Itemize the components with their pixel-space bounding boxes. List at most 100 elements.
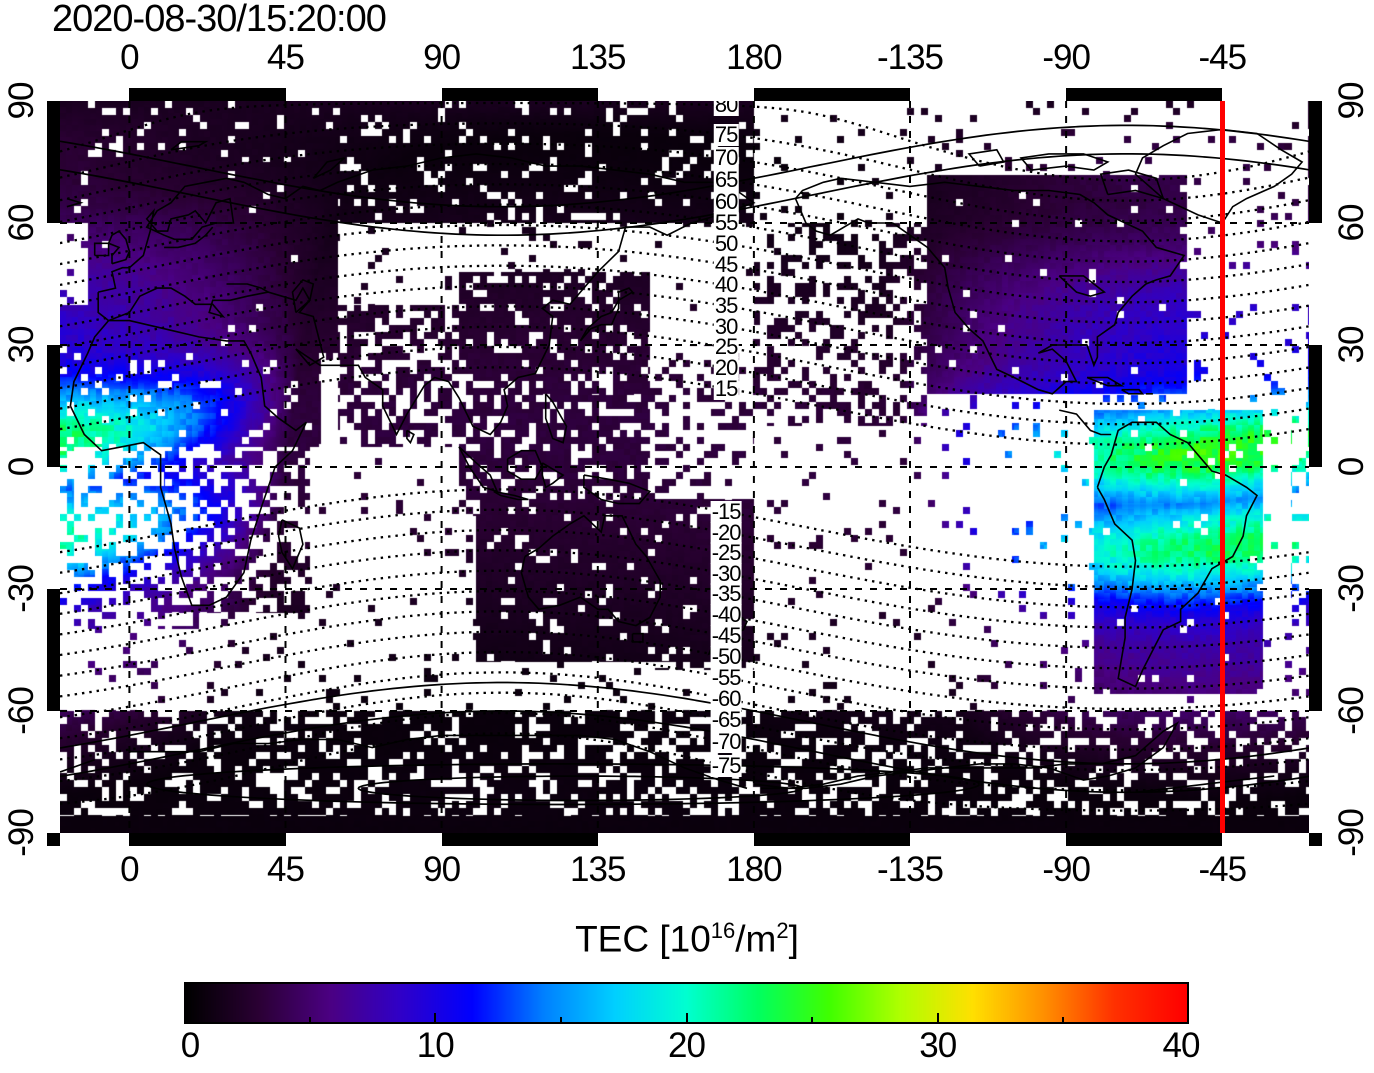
auroral-oval-layer [60,124,1309,806]
axis-frame-segment [1309,345,1322,467]
geomagnetic-latitude-label: 80 [713,101,738,117]
x-axis-tick-label-top: -45 [1198,38,1247,77]
geographic-grid-layer [60,101,1309,833]
y-axis-tick-label-left: 0 [2,457,41,477]
geomagnetic-latitude-label: 60 [713,188,738,214]
colorbar-tick-label: 30 [919,1026,957,1065]
map-overlay-vectors [60,101,1309,833]
map-plot-area: 80 75 70 65 60 55 50 45 40 35 30 25 20 15 -15 -20 -25 -30… [60,101,1309,833]
geomagnetic-latitude-label: 55 [713,209,738,235]
colorbar[interactable] [184,982,1189,1024]
geomagnetic-latitude-label: 65 [713,167,738,193]
geomagnetic-latitude-label: -45 [710,622,742,648]
axis-frame-segment [753,88,910,101]
colorbar-minor-tick [1062,1017,1065,1024]
x-axis-tick-label-bottom: 0 [120,850,139,889]
geomagnetic-latitude-label: 75 [713,121,738,147]
geomagnetic-latitude-label: 30 [713,313,738,339]
geomagnetic-latitude-label: -40 [710,602,742,628]
x-axis-tick-label-top: 90 [423,38,461,77]
axis-frame-segment [47,345,60,467]
x-axis-tick-label-bottom: -45 [1198,850,1247,889]
subsolar-meridian-line [1220,101,1226,833]
y-axis-tick-label-left: 30 [2,326,41,364]
y-axis-tick-label-left: 60 [2,204,41,242]
geomagnetic-latitude-label: 45 [713,251,738,277]
geomagnetic-latitude-label: -30 [710,560,742,586]
colorbar-tick [434,1013,437,1024]
geomagnetic-latitude-label: -75 [710,752,742,778]
geomagnetic-latitude-label: -20 [710,519,742,545]
y-axis-tick-label-left: -60 [2,687,41,735]
colorbar-minor-tick [811,1017,814,1024]
colorbar-title-end: ] [788,918,799,960]
axis-frame-segment [1309,833,1322,846]
x-axis-tick-label-top: -90 [1042,38,1091,77]
y-axis-tick-label-left: 90 [2,82,41,120]
page-title: 2020-08-30/15:20:00 [52,0,387,40]
axis-frame-segment [1066,833,1223,846]
geomagnetic-latitude-label: -70 [710,729,742,755]
x-axis-tick-label-bottom: 135 [570,850,626,889]
geomagnetic-latitude-label: -50 [710,643,742,669]
axis-frame-segment [47,101,60,223]
geomagnetic-latitude-label: -35 [710,581,742,607]
geomagnetic-latitude-label: -65 [710,707,742,733]
axis-frame-right [1309,88,1322,846]
geomagnetic-latitude-label: -55 [710,664,742,690]
geomagnetic-latitude-label: 20 [713,354,738,380]
y-axis-tick-label-right: 0 [1332,457,1371,477]
geomagnetic-latitude-label: -25 [710,540,742,566]
axis-frame-segment [441,88,598,101]
colorbar-title-exponent: 16 [710,918,736,943]
axis-frame-segment [129,833,286,846]
colorbar-minor-tick [559,1017,562,1024]
x-axis-tick-label-top: 0 [120,38,139,77]
x-axis-tick-label-bottom: -135 [876,850,944,889]
axis-frame-segment [753,833,910,846]
y-axis-tick-label-left: -30 [2,565,41,613]
y-axis-tick-label-right: 30 [1332,326,1371,364]
y-axis-tick-label-right: -60 [1332,687,1371,735]
geomagnetic-latitude-label: 50 [713,230,738,256]
y-axis-tick-label-left: -90 [2,809,41,857]
colorbar-tick-label: 10 [416,1026,455,1065]
colorbar-tick-label: 40 [1162,1026,1201,1065]
colorbar-title: TEC [1016/m2] [575,918,799,960]
axis-frame-bottom [47,833,1322,846]
colorbar-tick [936,1013,939,1024]
colorbar-title-main: TEC [10 [575,918,711,960]
x-axis-tick-label-top: -135 [876,38,944,77]
axis-frame-segment [47,833,60,846]
y-axis-tick-label-right: -30 [1332,565,1371,613]
axis-frame-left [47,88,60,846]
geomagnetic-latitude-label: 35 [713,293,738,319]
y-axis-tick-label-right: 90 [1332,82,1371,120]
colorbar-minor-tick [308,1017,311,1024]
coastline-layer [60,128,1304,794]
colorbar-tick-label: 0 [180,1026,200,1065]
x-axis-tick-label-bottom: 45 [267,850,305,889]
y-axis-tick-label-right: -90 [1332,809,1371,857]
geomagnetic-latitude-label: -60 [710,685,742,711]
colorbar-tick-label: 20 [668,1026,706,1065]
colorbar-tick [685,1013,688,1024]
axis-frame-segment [441,833,598,846]
geomagnetic-latitude-label: 40 [713,272,738,298]
axis-frame-segment [129,88,286,101]
axis-frame-segment [1309,589,1322,711]
axis-frame-top [47,88,1322,101]
geomagnetic-latitude-label: 15 [713,375,738,401]
geomagnetic-latitude-label: 25 [713,334,738,360]
x-axis-tick-label-bottom: 180 [726,850,782,889]
geomagnetic-latitude-layer [60,101,1309,812]
colorbar-title-tail: /m [735,918,777,960]
x-axis-tick-label-bottom: 90 [423,850,461,889]
axis-frame-segment [1066,88,1223,101]
y-axis-tick-label-right: 60 [1332,204,1371,242]
x-axis-tick-label-top: 45 [267,38,305,77]
map-panel: 80 75 70 65 60 55 50 45 40 35 30 25 20 15 -15 -20 -25 -30… [47,88,1322,846]
x-axis-tick-label-top: 135 [570,38,626,77]
x-axis-tick-label-top: 180 [726,38,782,77]
